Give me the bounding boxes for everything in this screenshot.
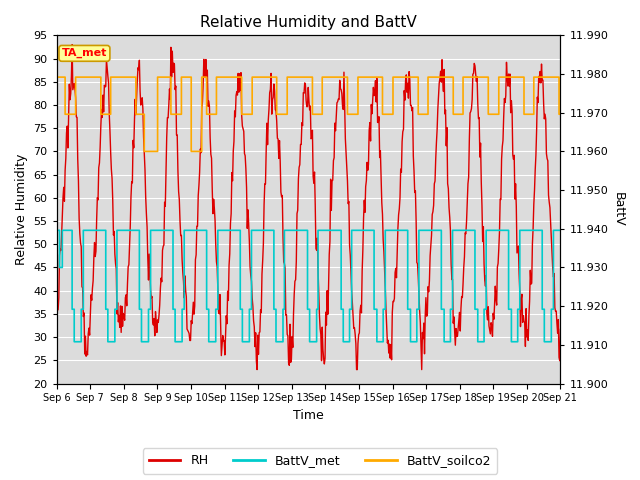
Legend: RH, BattV_met, BattV_soilco2: RH, BattV_met, BattV_soilco2 [143, 448, 497, 474]
Text: TA_met: TA_met [61, 48, 107, 59]
X-axis label: Time: Time [293, 409, 324, 422]
Title: Relative Humidity and BattV: Relative Humidity and BattV [200, 15, 417, 30]
Y-axis label: Relative Humidity: Relative Humidity [15, 154, 28, 265]
Y-axis label: BattV: BattV [612, 192, 625, 227]
